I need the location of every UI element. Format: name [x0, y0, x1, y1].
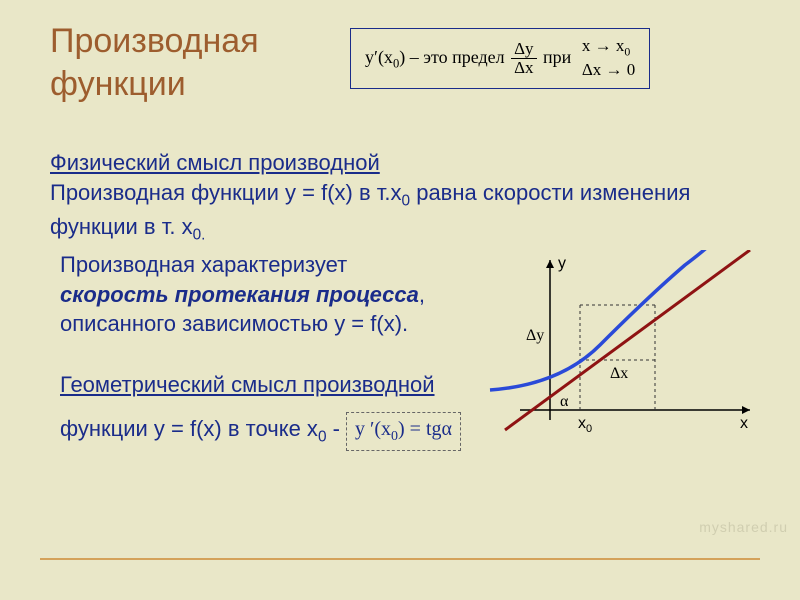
bottom-divider — [40, 558, 760, 560]
title-line2: функции — [50, 65, 186, 103]
physical-heading: Физический смысл производной — [50, 148, 380, 178]
slide-title: Производная функции — [50, 20, 259, 105]
def-lhs-close: ) — [399, 47, 405, 67]
geo-text: функции y = f(x) в точке x0 - — [60, 414, 340, 448]
phys-sub0: 0 — [402, 192, 411, 209]
def-pri: при — [543, 47, 571, 67]
derivative-graph: y x x0 Δy Δx α — [480, 250, 760, 450]
def-fraction: Δy Δx — [509, 40, 538, 78]
definition-box: y′(x0) – это предел Δy Δx при x → x0 Δx … — [350, 28, 650, 89]
x-axis-label: x — [740, 415, 748, 432]
axes — [520, 260, 750, 420]
def-stack2: Δx → 0 — [582, 60, 635, 79]
physical-text: Производная функции y = f(x) в т.x0 равн… — [50, 178, 750, 246]
phys-line1: Производная функции y = f(x) в т.x — [50, 180, 402, 205]
def-frac-den: Δx — [511, 59, 536, 78]
geometric-heading: Геометрический смысл производной — [60, 370, 435, 400]
def-lhs-x0: (x — [378, 47, 393, 67]
delta-rect — [580, 305, 655, 410]
char-t2: скорость протекания процесса — [60, 282, 419, 307]
y-axis-label: y — [558, 255, 566, 272]
dy-label: Δy — [526, 327, 544, 344]
def-dash: – это предел — [410, 47, 509, 67]
phys-line2-sub: 0. — [193, 227, 206, 244]
def-stack1: x → x0 — [582, 36, 630, 55]
characterization-text: Производная характеризует скорость проте… — [60, 250, 460, 339]
def-stack: x → x0 Δx → 0 — [576, 35, 635, 82]
char-t1: Производная характеризует — [60, 252, 347, 277]
geometric-line: функции y = f(x) в точке x0 - y ′(x0) = … — [60, 412, 461, 451]
x0-label: x0 — [578, 415, 592, 435]
title-line1: Производная — [50, 22, 259, 60]
geometric-formula: y ′(x0) = tgα — [346, 412, 461, 451]
watermark: myshared.ru — [699, 519, 788, 535]
curve-line — [490, 250, 715, 390]
def-lhs-y: y — [365, 47, 374, 67]
def-frac-num: Δy — [511, 40, 536, 60]
alpha-label: α — [560, 393, 569, 410]
dx-label: Δx — [610, 365, 628, 382]
